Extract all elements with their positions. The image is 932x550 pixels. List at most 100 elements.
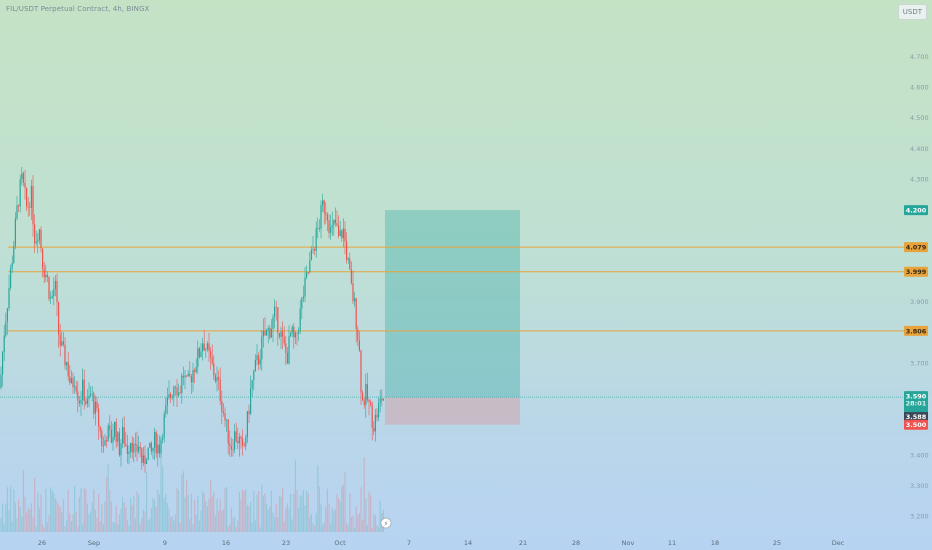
volume-bar xyxy=(245,489,247,532)
candle-body xyxy=(179,392,181,394)
volume-bar xyxy=(6,487,8,532)
candle-body xyxy=(70,378,72,383)
candle-body xyxy=(278,332,280,337)
volume-bar xyxy=(38,507,40,532)
volume-bar xyxy=(336,494,338,532)
volume-bar xyxy=(56,501,58,532)
volume-bar xyxy=(269,506,271,532)
candle-body xyxy=(94,401,96,414)
volume-bar xyxy=(286,503,288,532)
candle-body xyxy=(336,223,338,226)
volume-bar xyxy=(136,491,138,532)
current-price-tag: 3.590 xyxy=(906,393,927,401)
candle-body xyxy=(190,375,192,383)
volume-bar xyxy=(14,502,16,532)
volume-bar xyxy=(166,503,168,532)
volume-bar xyxy=(334,508,336,532)
candle-body xyxy=(75,386,77,392)
volume-bar xyxy=(355,506,357,532)
volume-bar xyxy=(190,494,192,532)
volume-bar xyxy=(358,513,360,532)
candle-body xyxy=(133,443,135,453)
candle-body xyxy=(106,440,108,442)
candle-body xyxy=(26,187,28,207)
candle-body xyxy=(130,442,132,452)
candle-body xyxy=(216,377,218,382)
candle-body xyxy=(46,274,48,277)
volume-bar xyxy=(270,490,272,532)
candle-body xyxy=(221,401,223,412)
volume-bar xyxy=(211,496,213,532)
candle-body xyxy=(208,343,210,351)
volume-bar xyxy=(107,464,109,532)
candle-body xyxy=(246,411,248,438)
volume-bar xyxy=(219,498,221,532)
currency-button[interactable]: USDT xyxy=(897,4,927,20)
volume-bar xyxy=(285,508,287,532)
candle-body xyxy=(285,343,287,353)
x-tick-label: Oct xyxy=(334,539,346,547)
volume-bar xyxy=(125,507,127,532)
candle-body xyxy=(157,444,159,454)
candle-body xyxy=(37,240,39,242)
candle-body xyxy=(56,280,58,303)
candle-body xyxy=(203,343,205,351)
candle-body xyxy=(242,438,244,446)
volume-bar xyxy=(322,524,324,532)
candle-body xyxy=(304,277,306,297)
volume-bar xyxy=(264,493,266,532)
candle-body xyxy=(72,378,74,388)
candle-body xyxy=(165,405,167,414)
candle-body xyxy=(288,336,290,364)
volume-bar xyxy=(146,471,148,532)
x-tick-label: 14 xyxy=(464,539,472,547)
candle-body xyxy=(34,224,36,244)
volume-bar xyxy=(198,520,200,532)
lightning-icon xyxy=(380,517,392,529)
volume-bar xyxy=(131,504,133,532)
volume-bar xyxy=(250,501,252,532)
candle-body xyxy=(78,400,80,404)
price-level-tag: 3.999 xyxy=(906,268,927,276)
volume-bar xyxy=(320,504,322,532)
candle-body xyxy=(344,228,346,242)
volume-bar xyxy=(202,491,204,532)
candle-body xyxy=(229,443,231,447)
volume-bar xyxy=(309,516,311,532)
volume-bar xyxy=(35,526,37,532)
candle-body xyxy=(205,349,207,351)
candle-body xyxy=(112,436,114,443)
candle-body xyxy=(363,400,365,406)
candle-body xyxy=(261,336,263,360)
candle-body xyxy=(66,362,68,366)
candle-body xyxy=(379,398,381,403)
volume-bar xyxy=(195,514,197,532)
candle-body xyxy=(310,249,312,261)
candle-body xyxy=(258,355,260,365)
candle-body xyxy=(182,375,184,378)
candle-body xyxy=(318,228,320,229)
volume-bar xyxy=(296,489,298,532)
volume-bar xyxy=(344,472,346,532)
candle-body xyxy=(267,327,269,330)
candle-body xyxy=(18,205,20,207)
candle-body xyxy=(154,431,156,448)
candle-body xyxy=(325,212,327,215)
y-tick-label: 4.600 xyxy=(910,83,929,91)
volume-bar xyxy=(91,502,93,532)
candle-body xyxy=(250,388,252,414)
candle-body xyxy=(83,379,85,402)
volume-bar xyxy=(370,495,372,532)
candle-body xyxy=(301,298,303,309)
y-tick-label: 4.500 xyxy=(910,114,929,122)
y-tick-label: 3.300 xyxy=(910,482,929,490)
candle-body xyxy=(8,287,10,309)
candle-body xyxy=(235,431,237,441)
x-tick-label: Nov xyxy=(622,539,635,547)
volume-bar xyxy=(53,493,55,532)
candle-body xyxy=(150,442,152,452)
volume-bar xyxy=(80,488,82,532)
candle-body xyxy=(317,228,319,229)
candle-body xyxy=(218,377,220,380)
